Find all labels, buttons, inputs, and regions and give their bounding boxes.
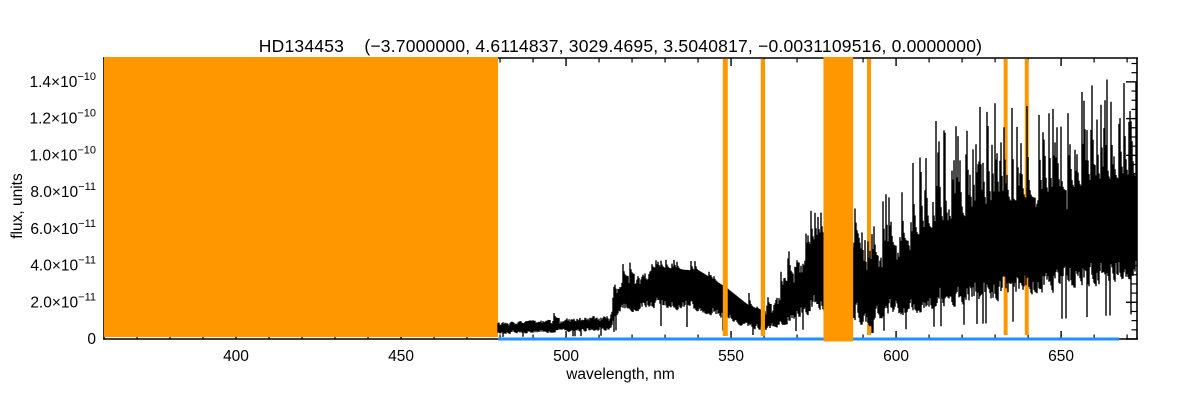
- x-tick-label: 600: [883, 348, 909, 365]
- y-tick-label: 4.0×10−11: [30, 255, 96, 275]
- spectrum-series: [497, 79, 1137, 337]
- x-tick-label: 650: [1048, 348, 1074, 365]
- y-tick-label: 6.0×10−11: [30, 218, 96, 238]
- y-tick-label: 1.4×10−10: [29, 71, 96, 91]
- masked-region: [867, 59, 871, 335]
- y-tick-label: 8.0×10−11: [30, 181, 96, 201]
- y-tick-label: 2.0×10−11: [30, 291, 96, 311]
- masked-region: [760, 59, 766, 336]
- x-axis-label: wavelength, nm: [566, 366, 675, 383]
- masked-region: [722, 59, 728, 336]
- y-tick-label: 0: [87, 331, 96, 348]
- y-tick-label: 1.2×10−10: [29, 108, 96, 128]
- y-tick-label: 1.0×10−10: [29, 144, 96, 164]
- x-tick-label: 450: [388, 348, 414, 365]
- chart-title: HD134453 (−3.7000000, 4.6114837, 3029.46…: [258, 36, 983, 56]
- masked-region: [823, 57, 854, 342]
- masked-region: [104, 57, 499, 337]
- x-tick-label: 550: [718, 348, 744, 365]
- x-tick-label: 400: [223, 348, 249, 365]
- x-tick-label: 500: [553, 348, 579, 365]
